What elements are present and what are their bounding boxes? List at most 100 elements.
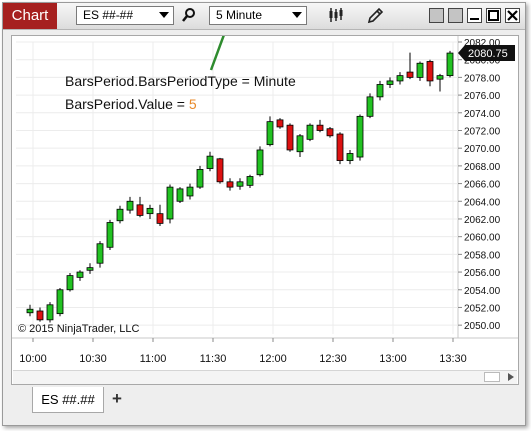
- candlestick: [26, 304, 34, 317]
- y-tick-label: 2074.00: [464, 109, 501, 120]
- y-tick-label: 2072.00: [464, 126, 501, 137]
- last-price-badge: [458, 45, 515, 62]
- candlestick: [216, 157, 224, 184]
- candlestick: [296, 134, 304, 158]
- candle-body-up: [86, 267, 94, 271]
- candlestick: [226, 178, 234, 191]
- candlestick: [106, 219, 114, 250]
- x-tick-label: 13:00: [379, 353, 407, 365]
- bar-style-icon[interactable]: [328, 7, 344, 28]
- candlestick: [136, 196, 144, 218]
- candlestick: [376, 80, 384, 101]
- candle-body-up: [96, 243, 104, 264]
- candlestick: [306, 123, 314, 142]
- chevron-down-icon: [159, 12, 169, 18]
- candlestick: [206, 151, 214, 172]
- candle-body-up: [56, 289, 64, 315]
- period-selector[interactable]: 5 Minute: [209, 6, 307, 25]
- candle-body-up: [246, 176, 254, 186]
- candlestick: [76, 270, 84, 281]
- window-option-icon[interactable]: [448, 8, 463, 23]
- candle-body-down: [426, 61, 434, 82]
- candle-body-down: [406, 71, 414, 78]
- candle-body-up: [146, 207, 154, 215]
- candlestick: [366, 93, 374, 119]
- candle-body-up: [236, 181, 244, 187]
- candlestick: [36, 307, 44, 322]
- tab-instrument[interactable]: ES ##.##: [32, 387, 104, 413]
- candle-body-up: [106, 222, 114, 248]
- add-tab-button[interactable]: +: [112, 389, 122, 408]
- horizontal-scrollbar[interactable]: [13, 370, 517, 384]
- period-value: 5 Minute: [216, 8, 263, 22]
- candlestick: [66, 272, 74, 292]
- minimize-icon[interactable]: [467, 8, 482, 23]
- candle-body-up: [366, 96, 374, 117]
- candlestick: [386, 77, 394, 89]
- annotation-prefix: BarsPeriod.Value =: [65, 96, 189, 112]
- candle-body-down: [136, 204, 144, 216]
- candle-body-down: [36, 310, 44, 321]
- candle-body-down: [316, 124, 324, 131]
- window-option-icon[interactable]: [429, 8, 444, 23]
- y-tick-label: 2052.00: [464, 303, 501, 314]
- candlestick: [416, 61, 424, 81]
- y-tick-label: 2054.00: [464, 286, 501, 297]
- close-icon[interactable]: [505, 8, 520, 23]
- y-tick-label: 2060.00: [464, 233, 501, 244]
- candle-body-up: [256, 149, 264, 176]
- chevron-down-icon: [292, 12, 302, 18]
- candle-body-up: [306, 124, 314, 140]
- search-icon[interactable]: [181, 7, 197, 28]
- chart-window: Chart ES ##-## 5 Minute: [2, 2, 526, 426]
- candle-body-up: [436, 75, 444, 80]
- candlestick: [426, 59, 434, 87]
- candle-body-up: [446, 52, 454, 77]
- instrument-value: ES ##-##: [83, 8, 134, 22]
- candlestick: [266, 116, 274, 147]
- candlestick: [336, 132, 344, 165]
- candle-body-down: [336, 133, 344, 161]
- candle-body-up: [186, 186, 194, 197]
- chart-title[interactable]: Chart: [3, 3, 57, 29]
- candlestick: [436, 73, 444, 92]
- x-tick-label: 13:30: [439, 353, 467, 365]
- candle-body-down: [286, 124, 294, 151]
- candlestick: [116, 205, 124, 224]
- pencil-icon[interactable]: [366, 7, 384, 30]
- candle-body-up: [126, 200, 134, 211]
- candlestick: [356, 114, 364, 161]
- y-tick-label: 2080.00: [464, 56, 501, 67]
- candlestick: [316, 119, 324, 133]
- scroll-thumb[interactable]: [484, 372, 500, 382]
- candlestick: [86, 263, 94, 274]
- candlestick: [236, 178, 244, 190]
- scroll-right-icon[interactable]: [507, 372, 515, 382]
- candle-body-up: [346, 153, 354, 161]
- candlestick: [186, 183, 194, 200]
- instrument-selector[interactable]: ES ##-##: [76, 6, 174, 25]
- chart-panel[interactable]: 2082.00 2080.00 2078.00 2076.00 2074.00 2072.…: [11, 35, 519, 385]
- candlestick: [396, 72, 404, 85]
- candle-body-up: [196, 169, 204, 188]
- candlestick: [176, 187, 184, 204]
- candle-body-up: [26, 308, 34, 314]
- candle-body-up: [76, 271, 84, 278]
- candlestick: [156, 204, 164, 227]
- candlestick: [406, 52, 414, 80]
- candlestick: [246, 174, 254, 188]
- x-tick-label: 10:30: [79, 353, 107, 365]
- candle-body-up: [66, 275, 74, 291]
- candlestick: [326, 126, 334, 138]
- x-tick-label: 12:00: [259, 353, 287, 365]
- candle-body-down: [156, 213, 164, 224]
- y-tick-label: 2062.00: [464, 215, 501, 226]
- last-price-marker: 2080.75: [458, 45, 515, 62]
- maximize-icon[interactable]: [486, 8, 501, 23]
- y-tick-label: 2066.00: [464, 180, 501, 191]
- copyright-text: © 2015 NinjaTrader, LLC: [18, 323, 139, 335]
- candlestick: [166, 184, 174, 224]
- candle-body-up: [296, 135, 304, 153]
- price-chart[interactable]: 2082.00 2080.00 2078.00 2076.00 2074.00 2072.…: [12, 36, 518, 384]
- y-tick-label: 2058.00: [464, 250, 501, 261]
